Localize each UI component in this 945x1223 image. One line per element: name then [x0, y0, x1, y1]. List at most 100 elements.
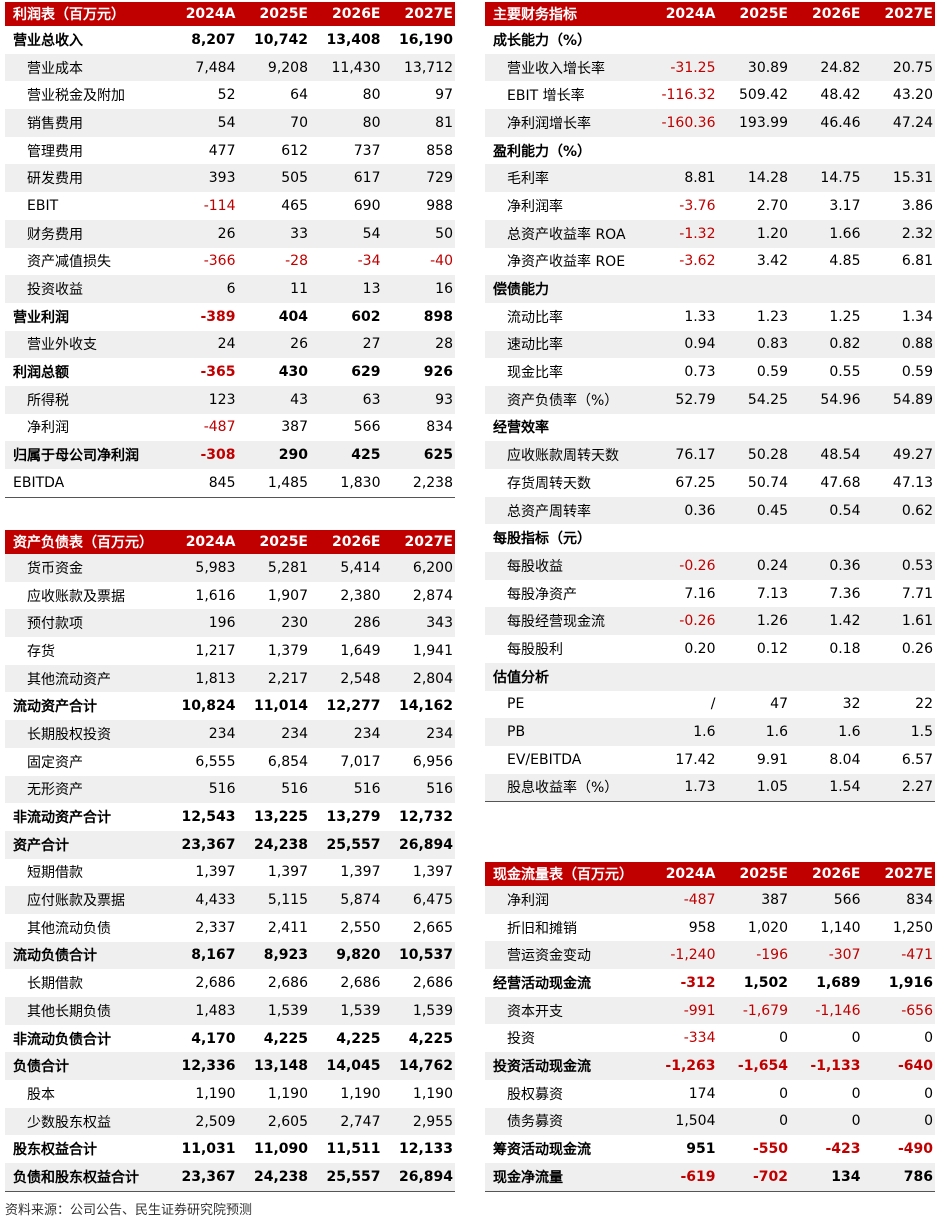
cell-value: 566 — [353, 419, 381, 436]
table-row: EBITDA 845 1,485 1,830 2,238 — [5, 469, 455, 497]
row-label: 归属于母公司净利润 — [13, 448, 139, 465]
table-row: 经营活动现金流 -312 1,502 1,689 1,916 — [485, 969, 935, 997]
row-label: 长期借款 — [27, 976, 83, 993]
cell-value: 2,380 — [340, 587, 381, 604]
table-row: 股东权益合计 11,031 11,090 11,511 12,133 — [5, 1135, 455, 1163]
cell-value: 230 — [281, 615, 308, 632]
table-row: 股权募资 174 0 0 0 — [485, 1080, 935, 1108]
cell-value: 2024A — [185, 534, 236, 550]
cell-value: 5,281 — [267, 559, 308, 576]
row-label: 现金流量表（百万元） — [493, 867, 633, 883]
cell-value: 12,732 — [398, 809, 453, 826]
cell-value: 67.25 — [675, 474, 716, 491]
cell-value: 1.54 — [829, 779, 861, 796]
cell-value: 2024A — [665, 866, 716, 882]
cell-value: 1,539 — [412, 1002, 453, 1019]
table-row: PE / 47 32 22 — [485, 691, 935, 719]
cell-value: 0.36 — [829, 557, 861, 574]
cell-value: 566 — [833, 891, 861, 908]
cell-value: 1,397 — [267, 864, 308, 881]
cell-value: -389 — [200, 308, 236, 325]
row-label: 流动资产合计 — [13, 699, 97, 716]
cell-value: -487 — [683, 891, 716, 908]
table-row: 现金净流量 -619 -702 134 786 — [485, 1162, 935, 1191]
cell-value: 196 — [208, 615, 236, 632]
row-label: 股本 — [27, 1086, 55, 1103]
table-header: 主要财务指标 2024A 2025E 2026E 2027E — [485, 2, 935, 26]
cell-value: 2027E — [404, 6, 453, 22]
cell-value: 6.57 — [901, 751, 933, 768]
row-label: 预付款项 — [27, 616, 83, 633]
cell-value: 786 — [903, 1168, 933, 1185]
row-label: 净利润 — [27, 420, 69, 437]
cell-value: 0.59 — [901, 364, 933, 381]
row-label: 总资产周转率 — [507, 503, 591, 520]
cell-value: 4,225 — [408, 1030, 453, 1047]
cell-value: 0.59 — [756, 364, 788, 381]
table-row: 偿债能力 — [485, 275, 935, 303]
cell-value: 477 — [208, 142, 236, 159]
cell-value: 13,712 — [404, 59, 453, 76]
table-row: EBIT -114 465 690 988 — [5, 192, 455, 220]
cell-value: 2026E — [331, 534, 381, 550]
cell-value: 43 — [290, 391, 308, 408]
table-row: 少数股东权益 2,509 2,605 2,747 2,955 — [5, 1107, 455, 1136]
cell-value: 0.88 — [901, 336, 933, 353]
cell-value: 13,148 — [253, 1058, 308, 1075]
row-label: 货币资金 — [27, 560, 83, 577]
cell-value: -1,263 — [665, 1057, 716, 1074]
cell-value: 516 — [426, 781, 453, 798]
cell-value: 14,045 — [326, 1058, 381, 1075]
cell-value: 958 — [688, 919, 716, 936]
table-row: 投资收益 6 11 13 16 — [5, 275, 455, 303]
cell-value: 602 — [351, 308, 381, 325]
cell-value: 404 — [278, 308, 308, 325]
cell-value: 0.20 — [684, 640, 716, 657]
cell-value: 0.73 — [684, 364, 716, 381]
cell-value: 81 — [435, 114, 453, 131]
cell-value: 0.24 — [756, 557, 788, 574]
cell-value: -196 — [756, 947, 788, 964]
cell-value: 1.5 — [910, 724, 933, 741]
cell-value: 1.66 — [829, 225, 861, 242]
cell-value: 13 — [362, 281, 381, 298]
cell-value: 234 — [426, 725, 453, 742]
cell-value: 5,983 — [195, 559, 236, 576]
cell-value: 2,238 — [412, 474, 453, 491]
cell-value: 5,115 — [267, 892, 308, 909]
cell-value: -334 — [683, 1030, 716, 1047]
cell-value: 926 — [423, 364, 453, 381]
cell-value: 845 — [208, 474, 236, 491]
row-label: 每股净资产 — [507, 586, 577, 603]
cell-value: 6,200 — [412, 559, 453, 576]
cell-value: 0.54 — [829, 502, 861, 519]
cell-value: 14,162 — [398, 698, 453, 715]
row-label: 少数股东权益 — [27, 1114, 111, 1131]
cell-value: 25,557 — [326, 1168, 381, 1185]
cell-value: 509.42 — [739, 87, 788, 104]
cell-value: 123 — [208, 391, 236, 408]
cell-value: 2,605 — [267, 1113, 308, 1130]
cell-value: 1,190 — [267, 1085, 308, 1102]
cell-value: 505 — [281, 170, 308, 187]
cell-value: 0 — [779, 1085, 788, 1102]
row-label: 长期股权投资 — [27, 726, 111, 743]
cell-value: 2,217 — [267, 670, 308, 687]
cell-value: 2,665 — [412, 919, 453, 936]
row-label: 资本开支 — [507, 1003, 563, 1020]
cell-value: 2027E — [884, 866, 933, 882]
cell-value: 28 — [435, 336, 453, 353]
cell-value: 16,190 — [398, 31, 453, 48]
cell-value: 516 — [208, 781, 236, 798]
cell-value: 23,367 — [181, 1168, 236, 1185]
cell-value: 26 — [290, 336, 308, 353]
cell-value: 6,854 — [267, 753, 308, 770]
cell-value: -656 — [901, 1002, 933, 1019]
cell-value: 76.17 — [675, 447, 716, 464]
table-row: 经营效率 — [485, 414, 935, 442]
cell-value: 951 — [686, 1141, 716, 1158]
cell-value: 50.28 — [747, 447, 788, 464]
cell-value: 54.25 — [747, 391, 788, 408]
cell-value: 70 — [290, 114, 308, 131]
table-row: 长期股权投资 234 234 234 234 — [5, 720, 455, 748]
